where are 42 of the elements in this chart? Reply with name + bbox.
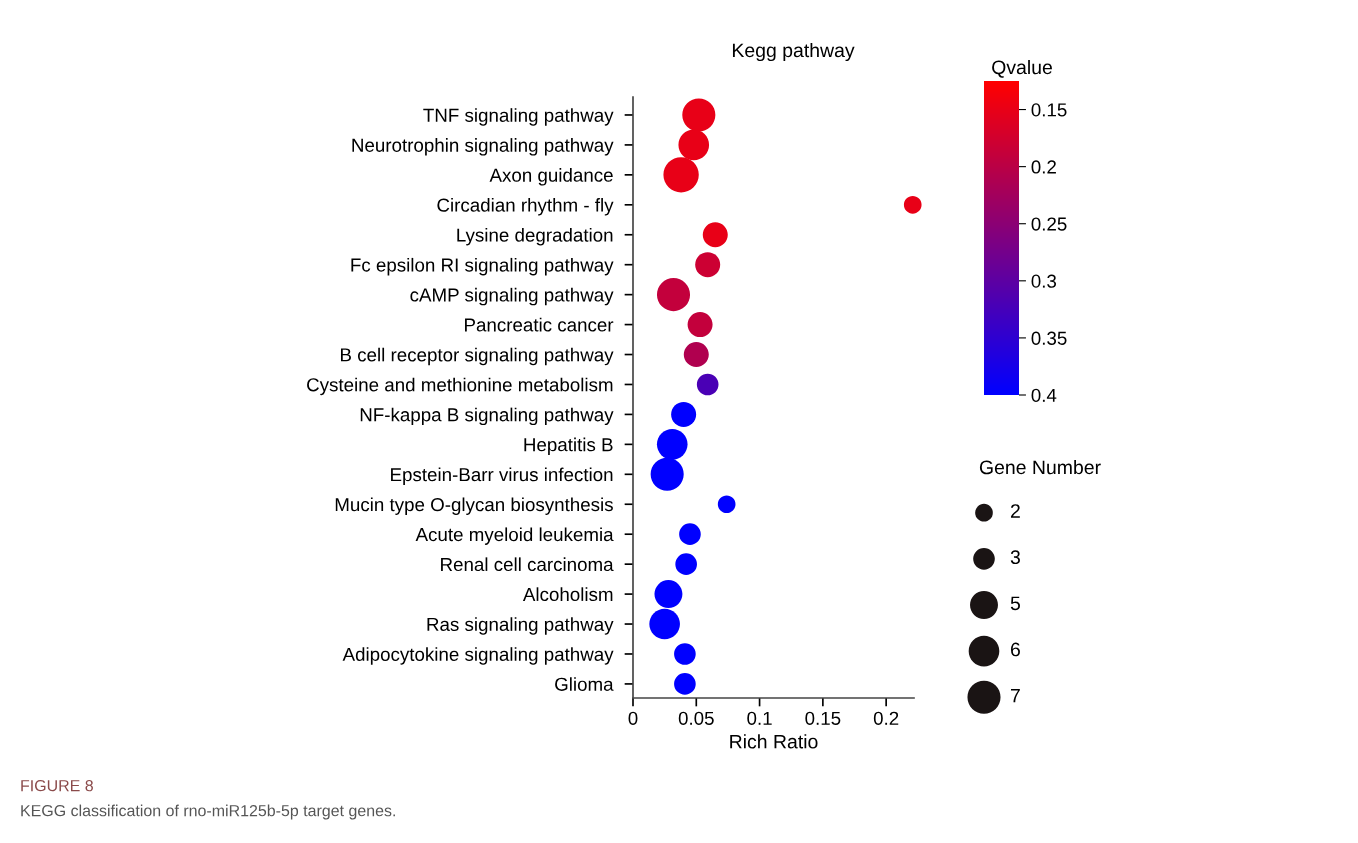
x-tick-label: 0.05 [678,711,714,725]
color-bar-label: 0.2 [1031,160,1056,174]
y-tick-label: Ras signaling pathway [427,617,614,635]
y-tick-label: NF-kappa B signaling pathway [360,407,614,426]
y-tick-label: Glioma [555,677,614,691]
legend-title: Gene Number [979,459,1101,475]
color-bar-label: 0.3 [1031,274,1057,288]
y-tick-label: Lysine degradation [457,227,613,246]
x-tick-label: 0.2 [873,711,899,725]
y-tick-label: Renal cell carcinoma [441,557,614,572]
color-bar-label: 0.35 [1031,331,1067,345]
color-bar-title: Qvalue [992,59,1052,78]
text: KEGG classification of rno-miR125b-5p target genes. [21,804,395,820]
legend-label: 5 [1010,596,1020,611]
y-tick-label: Mucin type O-glycan biosynthesis [335,497,613,515]
y-tick-label: TNF signaling pathway [423,108,614,126]
caption: FIGURE 8 [21,779,93,792]
y-tick-label: Fc epsilon RI signaling pathway [351,257,614,276]
y-tick-label: B cell receptor signaling pathway [341,347,614,366]
color-bar-label: 0.4 [1031,388,1057,402]
x-axis-title: Rich Ratio [730,734,818,749]
y-tick-label: Acute myeloid leukemia [415,527,614,545]
x-tick-label: 0 [628,711,638,725]
y-tick-label: Alcoholism [522,587,613,602]
y-tick-label: Hepatitis B [524,437,613,456]
chart-title: Kegg pathway [732,42,855,62]
y-tick-label: Axon guidance [489,168,613,186]
legend-label: 3 [1010,550,1020,565]
legend-label: 2 [1010,504,1020,518]
y-tick-label: Pancreatic cancer [465,317,614,332]
x-tick-label: 0.1 [747,711,772,725]
y-tick-label: Circadian rhythm - fly [437,198,614,216]
legend-label: 6 [1010,642,1020,657]
y-tick-label: Adipocytokine signaling pathway [342,647,614,665]
y-tick-label: Epstein-Barr virus infection [391,467,613,485]
y-tick-label: Neurotrophin signaling pathway [352,138,614,156]
color-bar-label: 0.15 [1031,103,1067,117]
legend-label: 7 [1011,688,1020,703]
color-bar-label: 0.25 [1031,217,1067,231]
y-tick-label: Cysteine and methionine metabolism [307,377,613,396]
x-tick-label: 0.15 [805,711,841,725]
y-tick-label: cAMP signaling pathway [410,287,614,306]
